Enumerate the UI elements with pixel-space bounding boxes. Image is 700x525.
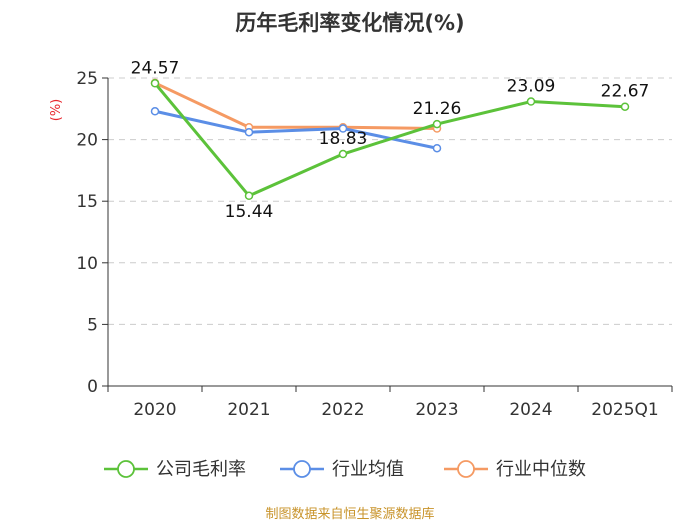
y-tick-label: 5 bbox=[87, 315, 98, 335]
series-point-1 bbox=[150, 107, 160, 116]
legend-swatch-marker bbox=[457, 460, 475, 478]
series-lines bbox=[150, 78, 630, 201]
y-tick-label: 25 bbox=[76, 69, 98, 89]
legend-label: 行业均值 bbox=[332, 459, 404, 480]
chart-title: 历年毛利率变化情况(%) bbox=[235, 11, 464, 35]
data-label: 24.57 bbox=[131, 58, 180, 78]
y-tick-label: 15 bbox=[76, 192, 98, 212]
series-point-1 bbox=[338, 124, 348, 133]
x-tick-label: 2022 bbox=[321, 400, 364, 420]
series-line-0 bbox=[153, 82, 626, 198]
data-label: 23.09 bbox=[507, 77, 556, 97]
x-tick-label: 2023 bbox=[415, 400, 458, 420]
series-point-0 bbox=[150, 79, 160, 88]
x-tick-label: 2025Q1 bbox=[591, 400, 658, 420]
data-label: 15.44 bbox=[225, 202, 274, 222]
data-labels: 24.57 15.44 18.83 21.26 23.09 22.67 bbox=[131, 58, 650, 221]
y-axis-unit-label: (%) bbox=[49, 99, 64, 122]
legend-item-0: 公司毛利率 bbox=[104, 459, 246, 480]
series-point-1 bbox=[244, 127, 254, 137]
x-tick-label: 2021 bbox=[227, 400, 270, 420]
x-tick-label: 2024 bbox=[509, 400, 552, 420]
legend: 公司毛利率 行业均值 行业中位数 bbox=[104, 459, 586, 480]
legend-item-2: 行业中位数 bbox=[444, 459, 586, 480]
data-label: 22.67 bbox=[601, 82, 650, 102]
legend-item-1: 行业均值 bbox=[280, 459, 404, 480]
data-label: 18.83 bbox=[319, 129, 368, 149]
y-tick-label: 20 bbox=[76, 131, 98, 151]
x-tick-label: 2020 bbox=[133, 400, 176, 420]
legend-swatch-marker bbox=[117, 460, 135, 478]
axes: 0 5 10 15 20 25 2020 2021 2022 2023 2024 2025Q1 bbox=[76, 69, 673, 420]
legend-label: 行业中位数 bbox=[496, 459, 586, 480]
series-point-0 bbox=[620, 102, 630, 111]
legend-label: 公司毛利率 bbox=[156, 459, 246, 480]
source-note: 制图数据来自恒生聚源数据库 bbox=[265, 506, 434, 522]
legend-swatch-marker bbox=[293, 460, 311, 478]
series-line-2 bbox=[154, 81, 438, 131]
series-line-1 bbox=[154, 109, 438, 150]
y-tick-label: 0 bbox=[87, 377, 98, 397]
grid-lines bbox=[108, 77, 672, 325]
data-label: 21.26 bbox=[413, 99, 462, 119]
series-point-0 bbox=[526, 97, 536, 106]
series-point-0 bbox=[338, 149, 348, 159]
series-point-1 bbox=[432, 143, 442, 153]
series-point-0 bbox=[244, 191, 254, 201]
y-tick-label: 10 bbox=[76, 254, 98, 274]
series-point-0 bbox=[432, 119, 442, 129]
